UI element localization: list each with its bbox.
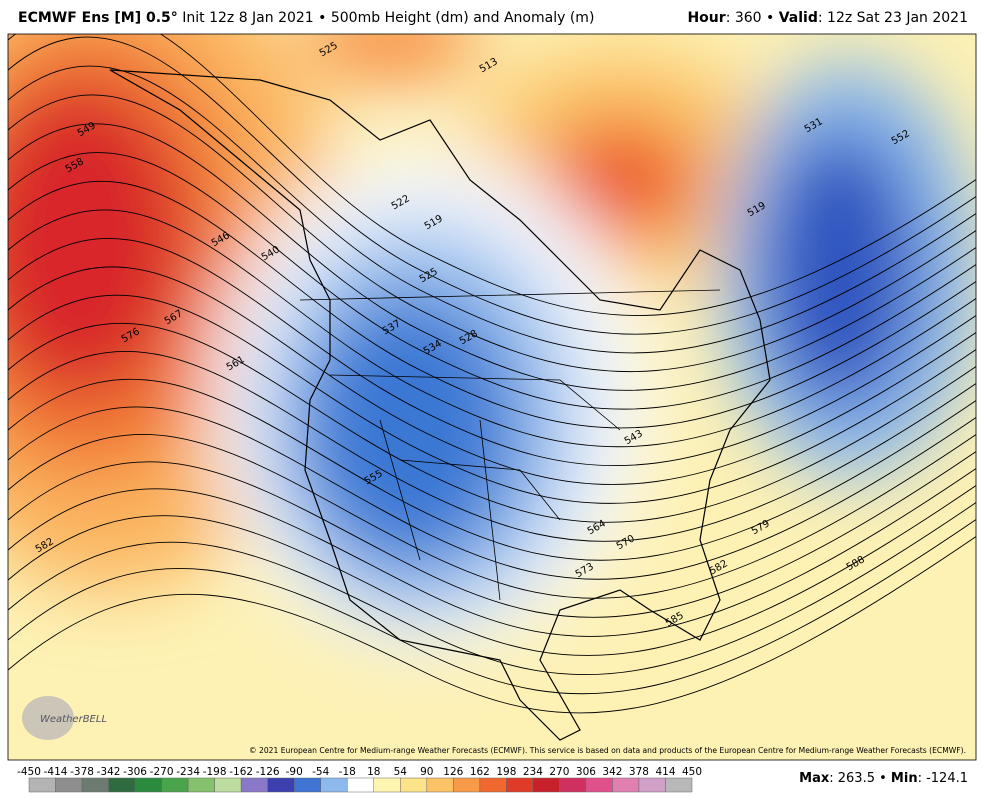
map-frame [7, 33, 977, 761]
colorbar-box [240, 777, 268, 793]
colorbar: -450 -414 -378 -342 -306 -270 -234 -198 -162 -126… [17, 766, 702, 793]
colorbar-tick-label: 450 [682, 766, 702, 778]
label-part: Max [799, 771, 830, 786]
colorbar-box [479, 777, 507, 793]
text-part: : -124.1 [917, 771, 968, 786]
header-left: ECMWF Ens [M] 0.5° Init 12z 8 Jan 2021 •… [18, 10, 594, 26]
colorbar-box [585, 777, 613, 793]
logo: WeatherBELL [40, 714, 107, 725]
borders [299, 289, 721, 601]
colorbar-tick-label: 198 [496, 766, 516, 778]
colorbar-box [453, 777, 481, 793]
colorbar-tick-label: -378 [70, 766, 94, 778]
colorbar-tick-label: 162 [470, 766, 490, 778]
colorbar-tick-label: -306 [123, 766, 147, 778]
colorbar-tick-label: 90 [420, 766, 433, 778]
contour [8, 518, 976, 695]
colorbar-tick-label: 378 [629, 766, 649, 778]
contour [8, 450, 976, 618]
contour [8, 152, 976, 410]
contour [8, 501, 976, 676]
colorbar-box [320, 777, 348, 793]
text-part: : 263.5 • [829, 771, 891, 786]
colorbar-box [506, 777, 534, 793]
colorbar-box [559, 777, 587, 793]
colorbar-box [214, 777, 242, 793]
colorbar-tick-label: -414 [44, 766, 68, 778]
contour-lines [8, 34, 976, 714]
contour [8, 535, 976, 714]
colorbar-box [161, 777, 189, 793]
colorbar-tick-label: -126 [256, 766, 280, 778]
contour [8, 34, 976, 316]
colorbar-tick-label: -54 [312, 766, 329, 778]
colorbar-tick-label: 54 [394, 766, 408, 778]
colorbar-box [293, 777, 321, 793]
colorbar-box [267, 777, 295, 793]
footer-stats: Max: 263.5 • Min: -124.1 [799, 771, 968, 786]
colorbar-box [108, 777, 136, 793]
model: ECMWF Ens [M] 0.5° [18, 10, 178, 26]
contour [8, 484, 976, 656]
colorbar-box [81, 777, 109, 793]
contour [8, 467, 976, 637]
colorbar-box [373, 777, 401, 793]
colorbar-tick-label: 306 [576, 766, 596, 778]
colorbar-box [28, 777, 56, 793]
colorbar-tick-label: 18 [367, 766, 380, 778]
anomaly-field [8, 34, 976, 650]
colorbar-box [187, 777, 215, 793]
colorbar-tick-label: 270 [549, 766, 569, 778]
colorbar-tick-label: -450 [17, 766, 41, 778]
label-part: Min [890, 771, 918, 786]
label-part: Valid [778, 10, 818, 26]
contour [8, 322, 976, 523]
colorbar-tick-label: 414 [655, 766, 675, 778]
colorbar-tick-label: 234 [523, 766, 543, 778]
contour [8, 378, 976, 561]
colorbar-tick-label: -90 [286, 766, 303, 778]
description: Init 12z 8 Jan 2021 • 500mb Height (dm) … [182, 10, 595, 26]
colorbar-box [400, 777, 428, 793]
contour [8, 123, 976, 391]
label-part: Hour [687, 10, 726, 26]
map-area: 5255135495585465405225195315525195255375… [8, 34, 976, 760]
contour [8, 65, 976, 354]
colorbar-tick-label: -234 [176, 766, 200, 778]
header-right: Hour: 360 • Valid: 12z Sat 23 Jan 2021 [687, 10, 968, 26]
colorbar-box [426, 777, 454, 793]
contour [8, 294, 976, 504]
contour [8, 406, 976, 580]
contour [8, 180, 976, 429]
coastline [109, 69, 771, 741]
copyright: © 2021 European Centre for Medium-range … [249, 746, 966, 755]
colorbar-tick-label: -162 [229, 766, 253, 778]
colorbar-box [665, 777, 693, 793]
text-part: : 360 • [725, 10, 779, 26]
colorbar-box [638, 777, 666, 793]
colorbar-box [346, 777, 375, 793]
colorbar-tick-label: 342 [602, 766, 622, 778]
colorbar-box [55, 777, 83, 793]
colorbar-tick-label: -198 [203, 766, 227, 778]
contour [8, 433, 976, 599]
colorbar-tick-label: 126 [443, 766, 463, 778]
colorbar-tick-label: -342 [97, 766, 121, 778]
contour [8, 266, 976, 485]
colorbar-tick-label: -18 [339, 766, 356, 778]
colorbar-tick-label: -270 [150, 766, 174, 778]
contour [8, 237, 976, 467]
logo-mark [22, 696, 74, 740]
text-part: : 12z Sat 23 Jan 2021 [817, 10, 968, 26]
contour [8, 209, 976, 448]
contour [8, 350, 976, 542]
contour [8, 94, 976, 373]
colorbar-box [532, 777, 560, 793]
colorbar-box [134, 777, 162, 793]
colorbar-box [612, 777, 640, 793]
